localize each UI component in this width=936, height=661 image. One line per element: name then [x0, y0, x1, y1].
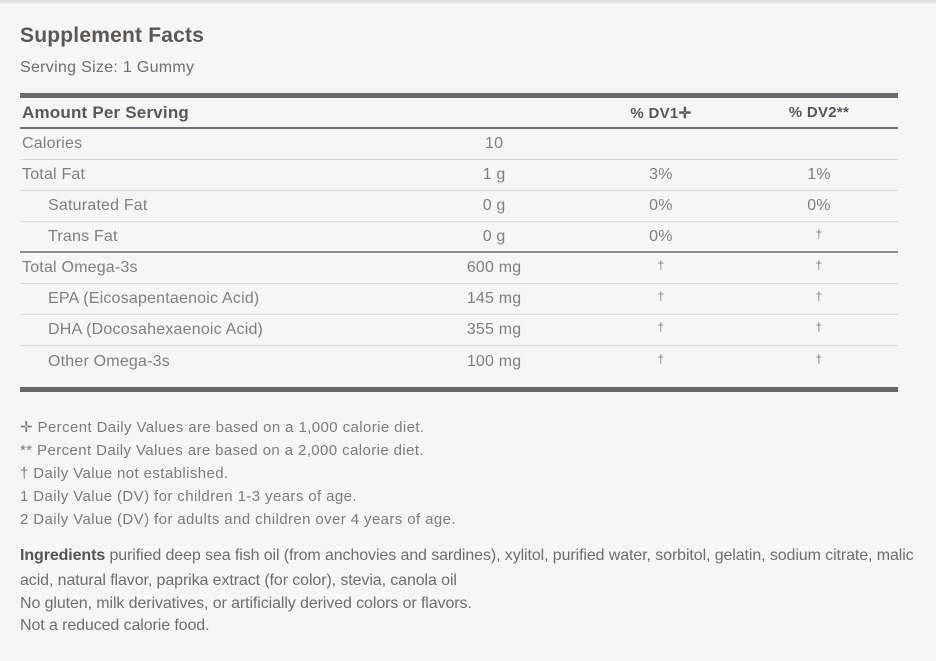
- nutrient-dv2: †: [815, 289, 823, 303]
- nutrient-amount: 10: [485, 135, 504, 152]
- table-row-total-fat: Total Fat 1 g 3% 1%: [20, 160, 898, 191]
- nutrient-name: Saturated Fat: [48, 197, 148, 214]
- note-no-gluten: No gluten, milk derivatives, or artifici…: [20, 595, 472, 612]
- nutrient-dv1: 3%: [649, 166, 673, 183]
- nutrient-amount: 0 g: [482, 227, 506, 245]
- nutrient-amount: 100 mg: [466, 352, 522, 370]
- page-title: Supplement Facts: [20, 24, 205, 47]
- table-row-dha: DHA (Docosahexaenoic Acid) 355 mg † †: [20, 315, 898, 346]
- ingredients-label: Ingredients: [20, 547, 106, 564]
- table-row-other-omega-3s: Other Omega-3s 100 mg † †: [20, 346, 898, 377]
- table-header-row: Amount Per Serving % DV1✛ % DV2**: [20, 98, 898, 129]
- nutrient-amount: 145 mg: [466, 290, 522, 307]
- footnote-dv2-basis: ** Percent Daily Values are based on a 2…: [20, 442, 424, 459]
- nutrition-table: Amount Per Serving % DV1✛ % DV2** Calori…: [20, 93, 898, 377]
- table-row-calories: Calories 10: [20, 129, 898, 160]
- nutrient-dv1: †: [657, 320, 665, 334]
- nutrient-dv2: 0%: [807, 197, 831, 214]
- ingredients-text: purified deep sea fish oil (from anchovi…: [20, 547, 914, 589]
- table-bottom-rule: [20, 387, 898, 392]
- header-dv1: % DV1✛: [630, 104, 692, 122]
- nutrient-dv1: †: [657, 258, 665, 272]
- nutrient-dv1: †: [657, 289, 665, 303]
- nutrient-dv2: 1%: [807, 166, 831, 183]
- nutrient-amount: 1 g: [482, 166, 506, 183]
- note-reduced-calorie: Not a reduced calorie food.: [20, 617, 210, 634]
- nutrient-dv2: †: [815, 226, 823, 241]
- nutrient-dv1: 0%: [649, 227, 673, 245]
- footnote-dagger: † Daily Value not established.: [20, 465, 229, 482]
- table-row-total-omega-3s: Total Omega-3s 600 mg † †: [20, 253, 898, 284]
- nutrient-amount: 355 mg: [466, 321, 522, 338]
- header-dv2: % DV2**: [788, 104, 850, 121]
- nutrient-name: Calories: [22, 135, 83, 152]
- nutrient-name: DHA (Docosahexaenoic Acid): [48, 321, 264, 338]
- header-amount-per-serving: Amount Per Serving: [22, 102, 190, 122]
- footnotes: ✛ Percent Daily Values are based on a 1,…: [20, 416, 916, 531]
- nutrient-name: Trans Fat: [48, 227, 118, 245]
- nutrient-dv1: 0%: [649, 197, 673, 214]
- table-row-trans-fat: Trans Fat 0 g 0% †: [20, 222, 898, 253]
- nutrient-name: EPA (Eicosapentaenoic Acid): [48, 290, 260, 307]
- table-row-epa: EPA (Eicosapentaenoic Acid) 145 mg † †: [20, 284, 898, 315]
- ingredients-paragraph: Ingredients purified deep sea fish oil (…: [20, 543, 916, 593]
- nutrient-dv1: †: [657, 351, 665, 366]
- serving-size: Serving Size: 1 Gummy: [20, 59, 195, 76]
- nutrient-name: Total Fat: [22, 166, 86, 183]
- table-row-saturated-fat: Saturated Fat 0 g 0% 0%: [20, 191, 898, 222]
- nutrient-name: Total Omega-3s: [22, 259, 138, 276]
- nutrient-dv2: †: [815, 351, 823, 366]
- nutrient-amount: 0 g: [482, 197, 506, 214]
- nutrient-dv2: †: [815, 258, 823, 272]
- footnote-dv1-meaning: 1 Daily Value (DV) for children 1-3 year…: [20, 488, 357, 505]
- nutrient-name: Other Omega-3s: [48, 352, 170, 370]
- nutrient-dv2: †: [815, 320, 823, 334]
- footnote-dv2-meaning: 2 Daily Value (DV) for adults and childr…: [20, 511, 456, 528]
- footnote-dv1-basis: ✛ Percent Daily Values are based on a 1,…: [20, 419, 425, 436]
- nutrient-amount: 600 mg: [466, 259, 522, 276]
